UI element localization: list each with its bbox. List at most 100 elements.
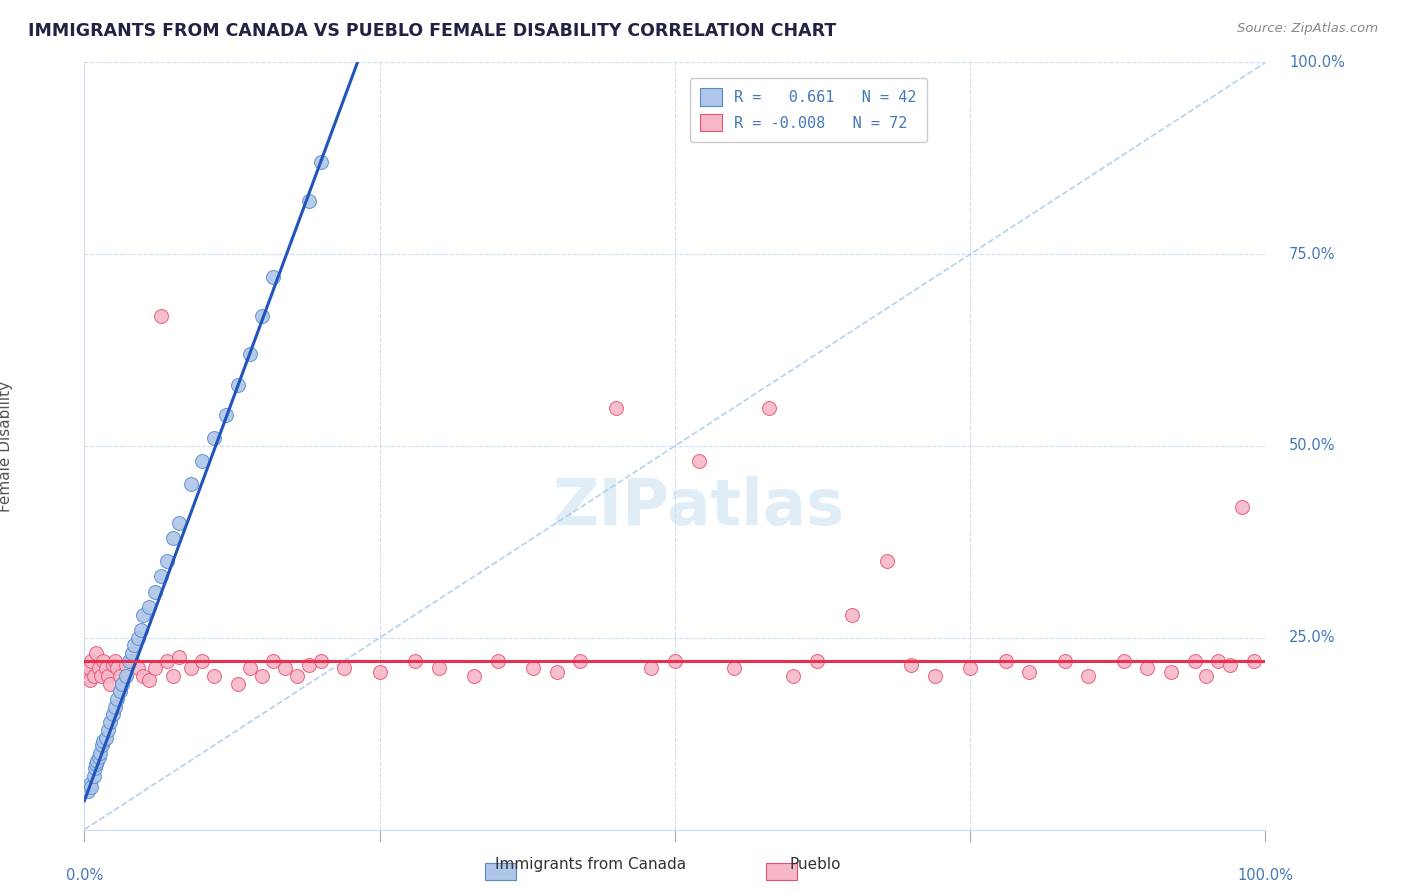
Point	[239, 347, 262, 361]
Point	[806, 654, 828, 668]
Point	[91, 738, 114, 752]
Text: ZIPatlas: ZIPatlas	[553, 476, 845, 539]
Point	[404, 654, 426, 668]
Point	[79, 673, 101, 687]
Point	[80, 780, 103, 795]
Point	[98, 715, 121, 730]
Point	[1184, 654, 1206, 668]
Point	[77, 661, 100, 675]
Point	[143, 661, 166, 675]
Point	[114, 657, 136, 672]
Point	[782, 669, 804, 683]
Point	[97, 669, 120, 683]
Point	[84, 757, 107, 772]
Text: 100.0%: 100.0%	[1289, 55, 1346, 70]
Point	[309, 155, 332, 169]
Point	[84, 761, 107, 775]
Point	[138, 673, 160, 687]
Point	[463, 669, 485, 683]
Point	[522, 661, 544, 675]
Point	[94, 731, 117, 745]
Point	[90, 669, 112, 683]
Point	[309, 654, 332, 668]
Point	[191, 654, 214, 668]
Point	[723, 661, 745, 675]
Point	[427, 661, 450, 675]
Point	[640, 661, 662, 675]
Point	[86, 754, 108, 768]
Point	[121, 654, 143, 668]
Text: 25.0%: 25.0%	[1289, 631, 1336, 645]
Point	[900, 657, 922, 672]
Text: Female Disability: Female Disability	[0, 380, 14, 512]
Point	[1195, 669, 1218, 683]
Point	[333, 661, 356, 675]
Legend: R =   0.661   N = 42, R = -0.008   N = 72: R = 0.661 N = 42, R = -0.008 N = 72	[689, 78, 927, 142]
Point	[107, 661, 129, 675]
Point	[298, 194, 321, 208]
Point	[994, 654, 1017, 668]
Point	[262, 270, 284, 285]
Point	[76, 669, 98, 683]
Point	[546, 665, 568, 680]
Point	[91, 734, 114, 748]
Text: 100.0%: 100.0%	[1237, 868, 1294, 883]
Point	[191, 454, 214, 468]
Point	[97, 723, 120, 737]
Point	[841, 607, 863, 622]
Point	[83, 769, 105, 783]
Point	[167, 516, 190, 530]
Point	[156, 554, 179, 568]
Point	[959, 661, 981, 675]
Text: Source: ZipAtlas.com: Source: ZipAtlas.com	[1237, 22, 1378, 36]
Point	[250, 669, 273, 683]
Point	[101, 657, 124, 672]
Point	[162, 531, 184, 545]
Text: IMMIGRANTS FROM CANADA VS PUEBLO FEMALE DISABILITY CORRELATION CHART: IMMIGRANTS FROM CANADA VS PUEBLO FEMALE …	[28, 22, 837, 40]
Text: Immigrants from Canada: Immigrants from Canada	[495, 857, 686, 872]
Point	[226, 677, 249, 691]
Point	[129, 623, 152, 637]
Point	[1160, 665, 1182, 680]
Point	[215, 409, 238, 423]
Point	[486, 654, 509, 668]
Point	[1206, 654, 1229, 668]
Point	[91, 654, 114, 668]
Text: 50.0%: 50.0%	[1289, 439, 1336, 453]
Point	[1018, 665, 1040, 680]
Point	[87, 749, 110, 764]
Point	[118, 654, 141, 668]
Point	[285, 669, 308, 683]
Point	[84, 646, 107, 660]
Point	[108, 684, 131, 698]
Point	[83, 669, 105, 683]
Point	[127, 661, 149, 675]
Point	[104, 654, 127, 668]
Point	[1077, 669, 1099, 683]
Point	[79, 776, 101, 790]
Point	[121, 646, 143, 660]
Point	[107, 692, 129, 706]
Point	[162, 669, 184, 683]
Text: 75.0%: 75.0%	[1289, 247, 1336, 261]
Point	[114, 669, 136, 683]
Point	[298, 657, 321, 672]
Point	[111, 677, 134, 691]
Point	[239, 661, 262, 675]
Point	[132, 607, 155, 622]
Point	[1243, 654, 1265, 668]
Point	[77, 784, 100, 798]
Point	[664, 654, 686, 668]
Point	[180, 477, 202, 491]
Point	[274, 661, 297, 675]
Point	[156, 654, 179, 668]
Point	[202, 669, 225, 683]
Point	[94, 661, 117, 675]
Point	[150, 569, 173, 583]
Point	[1053, 654, 1076, 668]
Point	[127, 631, 149, 645]
Point	[108, 669, 131, 683]
Point	[80, 654, 103, 668]
Point	[1219, 657, 1241, 672]
Point	[1136, 661, 1159, 675]
